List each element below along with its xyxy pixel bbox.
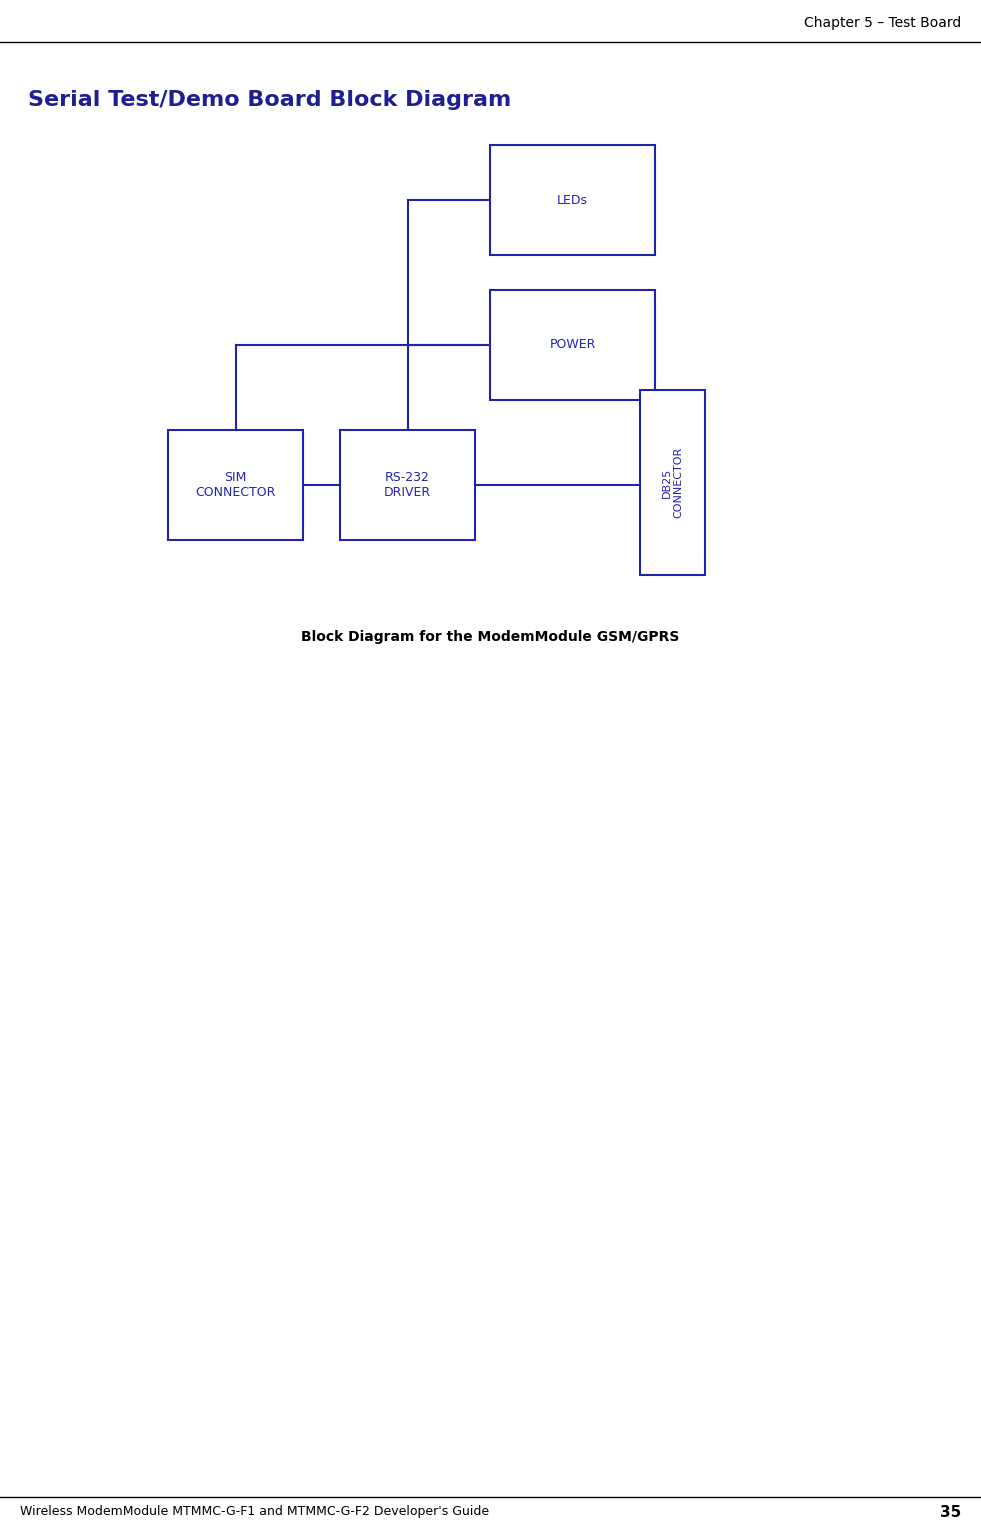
Text: POWER: POWER	[549, 339, 595, 351]
Bar	[490, 289, 655, 400]
Text: Wireless ModemModule MTMMC-G-F1 and MTMMC-G-F2 Developer's Guide: Wireless ModemModule MTMMC-G-F1 and MTMM…	[20, 1505, 490, 1517]
Text: 35: 35	[940, 1505, 961, 1521]
Bar	[168, 429, 303, 540]
Text: Block Diagram for the ModemModule GSM/GPRS: Block Diagram for the ModemModule GSM/GP…	[301, 629, 680, 643]
Text: RS-232
DRIVER: RS-232 DRIVER	[384, 471, 431, 499]
Text: Chapter 5 – Test Board: Chapter 5 – Test Board	[803, 15, 961, 29]
Bar	[640, 389, 705, 576]
Text: SIM
CONNECTOR: SIM CONNECTOR	[195, 471, 276, 499]
Bar	[340, 429, 475, 540]
Text: Serial Test/Demo Board Block Diagram: Serial Test/Demo Board Block Diagram	[28, 89, 511, 109]
Text: LEDs: LEDs	[557, 194, 588, 206]
Bar	[490, 145, 655, 255]
Text: DB25
CONNECTOR: DB25 CONNECTOR	[662, 446, 684, 519]
